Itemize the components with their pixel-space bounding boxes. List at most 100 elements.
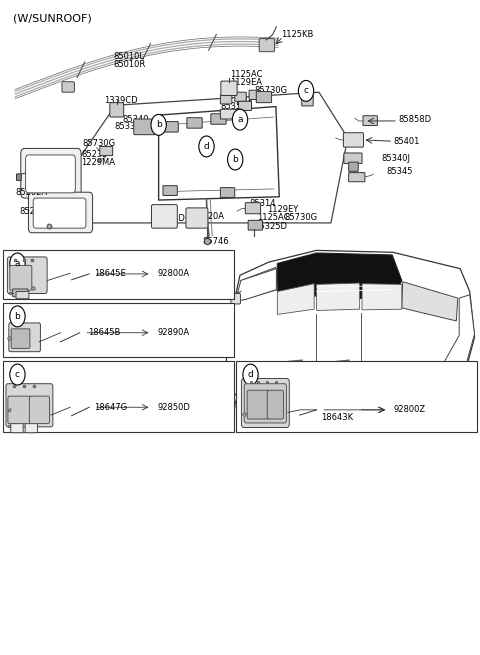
FancyBboxPatch shape [259, 39, 275, 52]
FancyBboxPatch shape [220, 109, 241, 119]
Text: a: a [15, 259, 20, 268]
FancyBboxPatch shape [10, 265, 32, 290]
FancyBboxPatch shape [6, 384, 53, 427]
Text: 1229MA: 1229MA [81, 158, 115, 167]
FancyBboxPatch shape [25, 155, 75, 193]
Text: 85335B: 85335B [115, 122, 147, 132]
Circle shape [10, 253, 25, 274]
Circle shape [245, 391, 264, 417]
Text: b: b [232, 155, 238, 164]
FancyBboxPatch shape [100, 147, 113, 156]
FancyBboxPatch shape [11, 329, 30, 348]
Text: c: c [303, 86, 309, 96]
Circle shape [10, 306, 25, 327]
FancyBboxPatch shape [244, 384, 287, 423]
Text: 18647G: 18647G [94, 403, 127, 412]
Circle shape [243, 364, 258, 385]
Text: b: b [156, 121, 161, 130]
FancyBboxPatch shape [241, 379, 289, 428]
Text: 18643K: 18643K [322, 413, 353, 422]
Circle shape [299, 81, 314, 102]
FancyBboxPatch shape [62, 82, 74, 92]
Text: 85325D: 85325D [254, 223, 288, 231]
FancyBboxPatch shape [231, 293, 240, 304]
Text: b: b [14, 312, 20, 321]
Text: 1125AC: 1125AC [230, 70, 263, 79]
Circle shape [236, 379, 273, 429]
Text: 1129EY: 1129EY [267, 206, 298, 214]
FancyBboxPatch shape [267, 390, 284, 419]
Text: 85340J: 85340J [382, 154, 411, 163]
FancyBboxPatch shape [256, 92, 272, 103]
FancyBboxPatch shape [302, 96, 313, 106]
FancyBboxPatch shape [16, 291, 29, 299]
Text: 1125KB: 1125KB [281, 29, 313, 39]
FancyBboxPatch shape [220, 187, 235, 197]
FancyBboxPatch shape [7, 257, 47, 293]
Text: 85010L: 85010L [113, 52, 144, 61]
FancyBboxPatch shape [187, 118, 202, 128]
Text: a: a [237, 115, 243, 124]
FancyBboxPatch shape [348, 173, 365, 181]
FancyBboxPatch shape [211, 114, 226, 124]
Text: 1129EA: 1129EA [230, 78, 263, 87]
FancyBboxPatch shape [235, 92, 246, 102]
Text: 85314: 85314 [250, 199, 276, 208]
Text: 85340: 85340 [123, 115, 149, 124]
Text: 85730G: 85730G [284, 213, 317, 221]
Polygon shape [362, 284, 402, 310]
Circle shape [232, 109, 248, 130]
Polygon shape [235, 269, 276, 301]
Circle shape [397, 377, 437, 432]
FancyBboxPatch shape [11, 424, 23, 433]
FancyBboxPatch shape [163, 122, 178, 132]
Circle shape [228, 149, 243, 170]
Bar [236, 362, 477, 432]
FancyBboxPatch shape [239, 102, 252, 111]
Bar [3, 303, 234, 357]
Text: 85340K: 85340K [238, 94, 270, 103]
FancyBboxPatch shape [28, 192, 93, 233]
Text: 85746: 85746 [203, 237, 229, 246]
Polygon shape [277, 284, 314, 314]
Text: 92800Z: 92800Z [393, 405, 425, 415]
FancyBboxPatch shape [221, 81, 237, 96]
FancyBboxPatch shape [186, 208, 208, 228]
FancyBboxPatch shape [248, 220, 263, 230]
Text: 85201A: 85201A [20, 208, 52, 216]
Polygon shape [277, 253, 402, 300]
Polygon shape [402, 282, 458, 321]
Bar [3, 250, 234, 299]
Text: 92800A: 92800A [157, 269, 190, 278]
Text: c: c [15, 370, 20, 379]
Circle shape [10, 364, 25, 385]
Text: 85235: 85235 [81, 150, 108, 159]
Text: 92815D: 92815D [153, 214, 186, 223]
FancyBboxPatch shape [152, 204, 177, 228]
Text: 85355: 85355 [221, 102, 247, 111]
FancyBboxPatch shape [249, 90, 261, 100]
Text: 18645B: 18645B [88, 328, 120, 337]
Polygon shape [431, 295, 475, 400]
FancyBboxPatch shape [16, 174, 21, 180]
FancyBboxPatch shape [33, 198, 86, 228]
Text: 92890A: 92890A [157, 328, 190, 337]
FancyBboxPatch shape [348, 162, 358, 172]
Circle shape [151, 115, 166, 136]
FancyBboxPatch shape [363, 116, 377, 126]
Text: 92850D: 92850D [157, 403, 191, 412]
Bar [3, 362, 234, 432]
Polygon shape [226, 250, 475, 419]
Text: 85345: 85345 [386, 167, 412, 176]
Text: d: d [204, 142, 209, 151]
FancyBboxPatch shape [25, 424, 37, 433]
FancyBboxPatch shape [220, 95, 232, 104]
FancyBboxPatch shape [21, 149, 81, 198]
Polygon shape [241, 267, 277, 300]
FancyBboxPatch shape [344, 153, 362, 164]
Text: 85858D: 85858D [398, 115, 431, 124]
FancyBboxPatch shape [29, 396, 49, 424]
Text: 1125AC: 1125AC [257, 213, 289, 221]
FancyBboxPatch shape [134, 119, 155, 135]
Circle shape [407, 390, 428, 419]
